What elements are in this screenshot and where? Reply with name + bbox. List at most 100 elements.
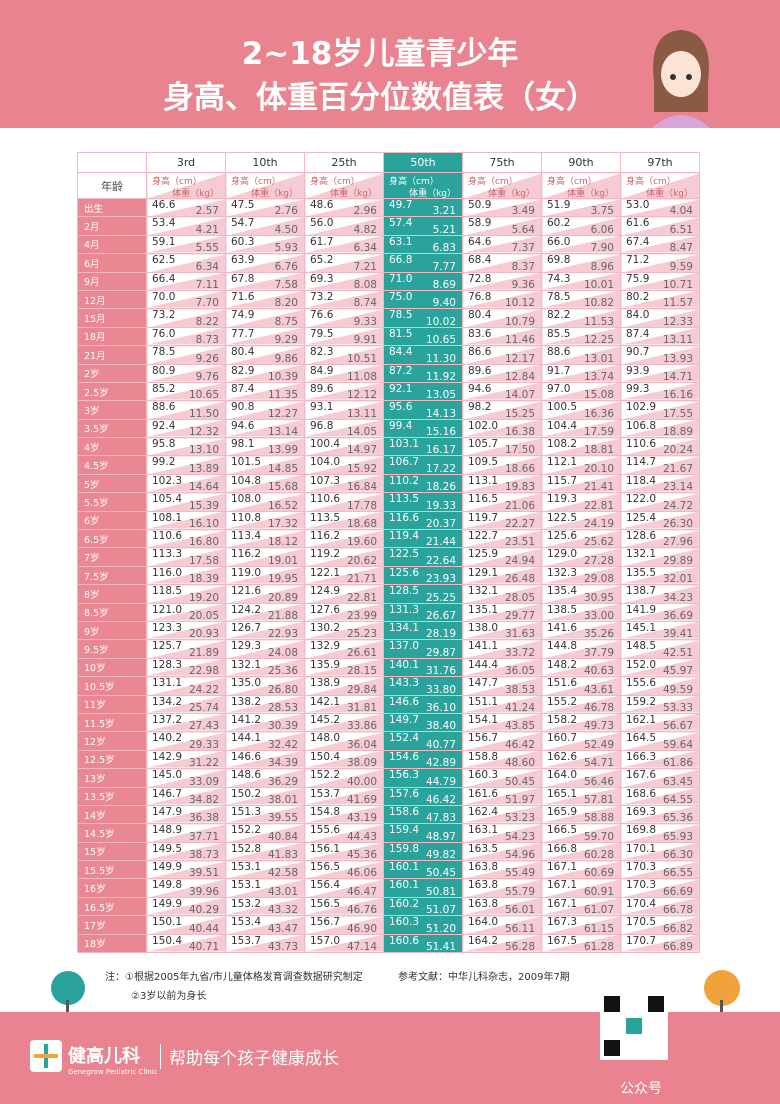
age-cell: 7.5岁 — [77, 565, 147, 586]
height-value: 113.3 — [152, 548, 183, 561]
height-value: 80.2 — [626, 290, 650, 303]
height-value: 108.1 — [152, 511, 183, 524]
height-value: 102.3 — [152, 474, 183, 487]
height-value: 118.5 — [152, 585, 183, 598]
value-cell: 81.5 10.65 — [383, 326, 463, 347]
value-cell: 156.7 46.90 — [304, 915, 384, 935]
value-cell: 74.9 8.75 — [225, 308, 305, 328]
value-cell: 50.9 3.49 — [462, 197, 542, 218]
height-value: 123.3 — [152, 621, 183, 634]
height-value: 156.5 — [310, 861, 341, 874]
value-cell: 77.7 9.29 — [225, 326, 305, 347]
height-value: 105.4 — [152, 493, 183, 506]
weight-value: 27.96 — [662, 536, 693, 549]
height-value: 116.6 — [389, 511, 420, 524]
weight-value: 66.69 — [662, 885, 693, 898]
value-cell: 78.5 10.82 — [541, 289, 621, 310]
column-header: 3rd — [146, 152, 226, 173]
height-value: 59.1 — [152, 235, 176, 248]
height-value: 156.7 — [468, 732, 499, 745]
weight-value: 19.01 — [267, 554, 298, 567]
height-value: 134.1 — [389, 621, 420, 634]
weight-label: 体重（kg） — [330, 189, 377, 199]
height-value: 160.1 — [389, 861, 420, 874]
height-value: 155.2 — [547, 695, 578, 708]
height-value: 121.0 — [152, 603, 183, 616]
height-value: 119.0 — [231, 566, 262, 579]
value-cell: 93.1 13.11 — [304, 400, 384, 420]
weight-value: 12.27 — [267, 407, 298, 420]
unit-cell: 身高（cm） 体重（kg） — [146, 172, 226, 199]
height-value: 149.9 — [152, 897, 183, 910]
weight-value: 29.77 — [504, 609, 535, 622]
value-cell: 110.6 20.24 — [620, 437, 700, 457]
height-value: 107.3 — [310, 474, 341, 487]
age-cell: 8岁 — [77, 584, 147, 604]
value-cell: 125.4 26.30 — [620, 510, 700, 531]
note: 注：①根据2005年九省/市儿童体格发育调查数据研究制定 — [105, 972, 363, 983]
weight-value: 39.41 — [662, 628, 693, 641]
value-cell: 167.6 63.45 — [620, 768, 700, 788]
weight-value: 21.88 — [267, 609, 298, 622]
height-value: 48.6 — [310, 199, 334, 211]
value-cell: 84.9 11.08 — [304, 363, 384, 383]
height-value: 149.8 — [152, 879, 183, 892]
weight-value: 8.37 — [511, 260, 535, 273]
weight-value: 9.33 — [353, 315, 377, 328]
value-cell: 159.2 53.33 — [620, 694, 700, 714]
weight-value: 31.76 — [425, 665, 456, 678]
data-row: 14.5岁 148.9 37.71 152.2 40.84 155.6 44.43 159.4… — [77, 823, 700, 843]
value-cell: 153.7 41.69 — [304, 786, 384, 806]
weight-value: 6.06 — [590, 223, 614, 236]
weight-value: 5.64 — [511, 223, 535, 236]
value-cell: 102.0 16.38 — [462, 418, 542, 439]
height-value: 60.2 — [547, 217, 571, 230]
height-value: 169.3 — [626, 805, 657, 818]
height-value: 95.8 — [152, 438, 176, 451]
weight-value: 11.08 — [346, 370, 377, 383]
value-cell: 135.5 32.01 — [620, 565, 700, 586]
data-row: 5岁 102.3 14.64 104.8 15.68 107.3 16.84 110.2 18.… — [77, 473, 700, 494]
height-value: 71.2 — [626, 254, 650, 267]
weight-value: 21.71 — [346, 573, 377, 586]
data-row: 13岁 145.0 33.09 148.6 36.29 152.2 40.00 156.3 44… — [77, 768, 700, 788]
value-cell: 160.3 50.45 — [462, 768, 542, 788]
height-label: 身高（cm） — [468, 177, 518, 187]
weight-value: 19.20 — [188, 591, 219, 604]
height-value: 122.5 — [547, 511, 578, 524]
weight-value: 40.71 — [188, 941, 219, 954]
height-value: 77.7 — [231, 327, 255, 340]
value-cell: 137.2 27.43 — [146, 712, 226, 733]
value-cell: 118.4 23.14 — [620, 473, 700, 494]
height-value: 64.6 — [468, 235, 492, 248]
height-value: 167.5 — [547, 934, 578, 947]
data-row: 12月 70.0 7.70 71.6 8.20 73.2 8.74 75.0 9.40 76.8 1… — [77, 289, 700, 310]
weight-value: 38.01 — [267, 793, 298, 806]
value-cell: 125.7 21.89 — [146, 639, 226, 659]
height-value: 104.0 — [310, 456, 341, 469]
value-cell: 140.1 31.76 — [383, 657, 463, 678]
weight-value: 66.30 — [662, 849, 693, 862]
value-cell: 167.1 60.91 — [541, 878, 621, 898]
height-value: 130.2 — [310, 621, 341, 634]
height-value: 106.7 — [389, 456, 420, 469]
weight-value: 58.88 — [583, 812, 614, 825]
value-cell: 143.3 33.80 — [383, 676, 463, 696]
height-value: 98.2 — [468, 401, 492, 414]
weight-value: 6.34 — [195, 260, 219, 273]
height-value: 106.8 — [626, 419, 657, 432]
height-value: 132.9 — [310, 640, 341, 653]
weight-value: 11.50 — [188, 407, 219, 420]
value-cell: 75.9 10.71 — [620, 271, 700, 291]
value-cell: 47.5 2.76 — [225, 197, 305, 218]
value-cell: 156.7 46.42 — [462, 731, 542, 751]
height-value: 154.6 — [389, 750, 420, 763]
weight-value: 19.95 — [267, 573, 298, 586]
value-cell: 135.9 28.15 — [304, 657, 384, 678]
value-cell: 113.5 19.33 — [383, 492, 463, 512]
value-cell: 152.4 40.77 — [383, 731, 463, 751]
weight-value: 56.46 — [583, 775, 614, 788]
height-value: 78.5 — [389, 309, 413, 322]
value-cell: 89.6 12.84 — [462, 363, 542, 383]
height-value: 153.2 — [231, 897, 262, 910]
